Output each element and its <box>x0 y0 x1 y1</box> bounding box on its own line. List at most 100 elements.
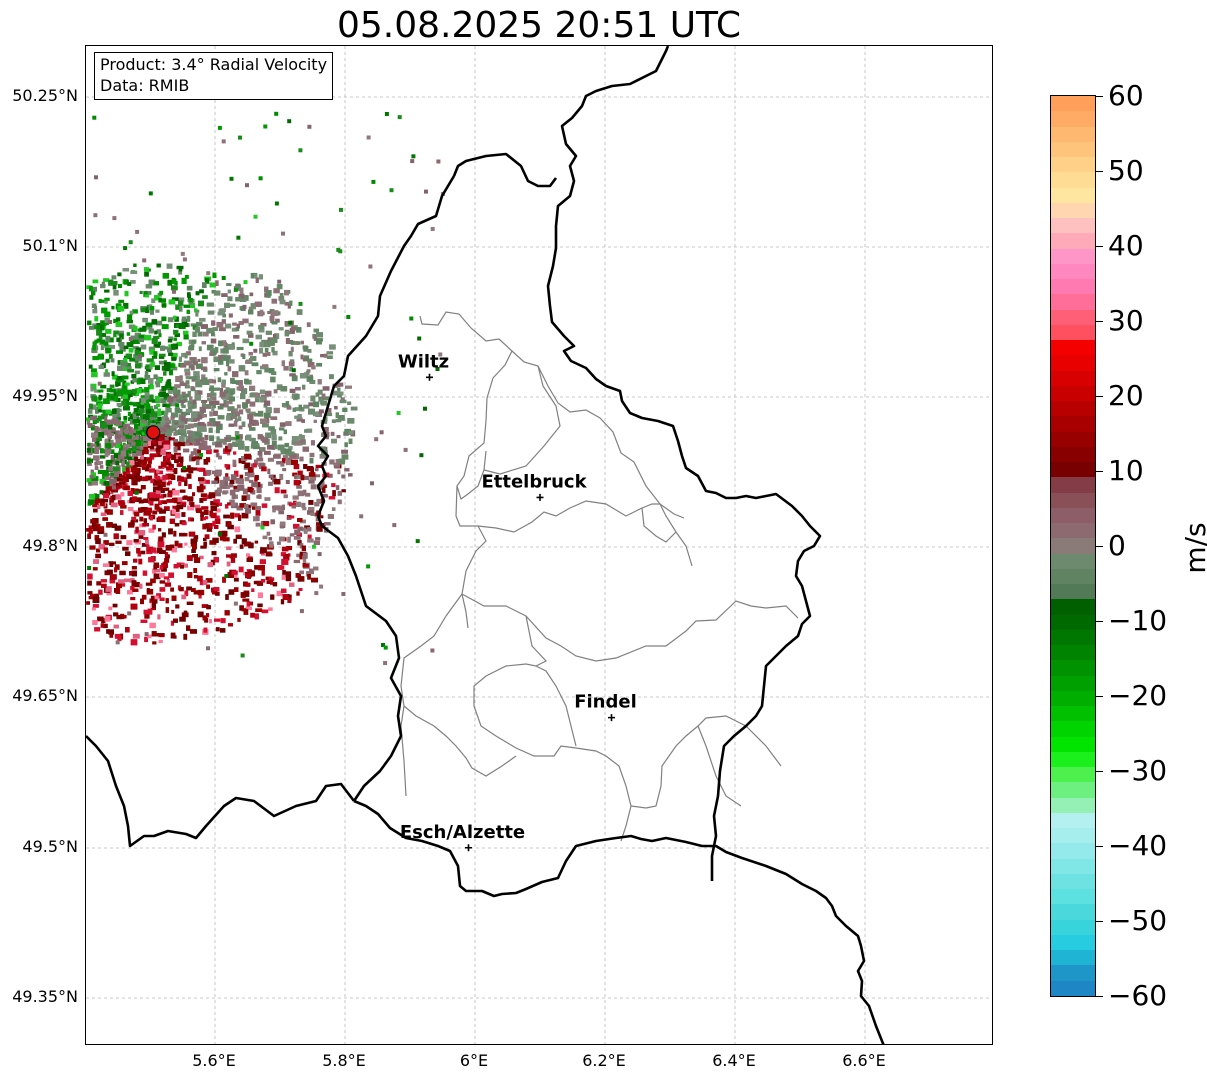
echo-pixel <box>213 356 220 363</box>
echo-pixel <box>225 387 230 392</box>
echo-pixel <box>179 489 186 493</box>
echo-pixel <box>249 418 253 424</box>
echo-pixel <box>178 456 184 462</box>
echo-pixel <box>220 618 226 624</box>
echo-pixel <box>190 366 195 371</box>
echo-pixel <box>92 115 97 120</box>
echo-pixel <box>134 332 141 339</box>
echo-pixel <box>166 403 171 408</box>
echo-pixel <box>105 438 109 444</box>
echo-pixel <box>149 419 153 423</box>
colorbar-swatch <box>1051 111 1095 128</box>
country-borders <box>86 46 885 1044</box>
echo-pixel <box>187 390 191 397</box>
echo-pixel <box>97 381 102 386</box>
echo-pixel <box>313 335 317 341</box>
echo-pixel <box>140 550 146 555</box>
echo-pixel <box>307 538 314 543</box>
echo-pixel <box>143 537 149 540</box>
echo-pixel <box>132 309 138 314</box>
echo-pixel <box>216 423 223 430</box>
city-label: Esch/Alzette <box>400 822 525 843</box>
echo-pixel <box>146 588 154 595</box>
echo-pixel <box>430 648 435 653</box>
echo-pixel <box>185 376 189 380</box>
echo-pixel <box>138 426 145 430</box>
echo-pixel <box>155 382 161 388</box>
echo-pixel <box>127 490 133 496</box>
echo-pixel <box>237 416 242 421</box>
colorbar-swatch <box>1051 919 1095 936</box>
echo-pixel <box>268 340 275 346</box>
echo-pixel <box>298 588 303 591</box>
echo-pixel <box>233 485 239 490</box>
echo-pixel <box>192 399 197 404</box>
echo-pixel <box>144 371 149 377</box>
echo-pixel <box>193 535 199 540</box>
echo-pixel <box>344 428 351 435</box>
echo-pixel <box>193 423 199 428</box>
echo-pixel <box>317 552 322 557</box>
echo-pixel <box>127 507 134 512</box>
echo-pixel <box>174 399 182 404</box>
colorbar-tick-label: −20 <box>1108 679 1168 712</box>
echo-pixel <box>153 343 161 348</box>
echo-pixel <box>271 321 278 325</box>
echo-pixel <box>233 451 237 455</box>
echo-pixel <box>138 530 146 536</box>
echo-pixel <box>115 438 122 444</box>
echo-pixel <box>138 535 144 539</box>
echo-pixel <box>130 586 135 590</box>
echo-pixel <box>154 503 160 510</box>
echo-pixel <box>233 287 238 292</box>
echo-pixel <box>319 584 324 589</box>
echo-pixel <box>317 515 324 519</box>
echo-pixel <box>255 608 263 612</box>
echo-pixel <box>169 369 173 376</box>
echo-pixel <box>114 564 120 570</box>
echo-pixel <box>111 275 117 280</box>
echo-pixel <box>237 484 245 491</box>
echo-pixel <box>347 401 352 405</box>
echo-pixel <box>188 298 193 303</box>
colorbar-swatch <box>1051 340 1095 356</box>
echo-pixel <box>207 393 213 398</box>
echo-pixel <box>271 298 278 304</box>
echo-pixel <box>348 438 353 444</box>
echo-pixel <box>244 476 250 482</box>
echo-pixel <box>92 518 99 524</box>
echo-pixel <box>209 418 216 423</box>
map-panel[interactable]: Wiltz Ettelbruck Findel Esch/Alzette <box>85 45 993 1045</box>
echo-pixel <box>359 514 364 519</box>
echo-pixel <box>145 539 149 545</box>
echo-pixel <box>206 449 212 455</box>
echo-pixel <box>157 341 161 345</box>
echo-pixel <box>266 580 271 584</box>
echo-pixel <box>335 412 339 418</box>
echo-pixel <box>254 613 259 620</box>
echo-pixel <box>273 454 280 459</box>
echo-pixel <box>109 482 114 487</box>
echo-pixel <box>262 423 269 428</box>
echo-pixel <box>100 512 107 516</box>
echo-pixel <box>283 366 289 371</box>
echo-pixel <box>227 289 231 294</box>
echo-pixel <box>242 354 246 360</box>
echo-pixel <box>175 512 181 519</box>
echo-pixel <box>309 568 314 575</box>
colorbar-tick <box>1096 320 1103 322</box>
echo-pixel <box>190 323 196 327</box>
echo-pixel <box>103 532 108 537</box>
echo-pixel <box>117 306 125 312</box>
border-belgium-france <box>86 735 356 848</box>
echo-pixel <box>198 445 205 450</box>
echo-pixel <box>101 429 107 433</box>
echo-pixel <box>309 475 317 481</box>
echo-pixel <box>150 547 156 553</box>
echo-pixel <box>171 609 175 614</box>
echo-pixel <box>106 393 110 399</box>
echo-pixel <box>157 453 163 457</box>
echo-pixel <box>176 504 184 510</box>
echo-pixel <box>119 430 126 435</box>
